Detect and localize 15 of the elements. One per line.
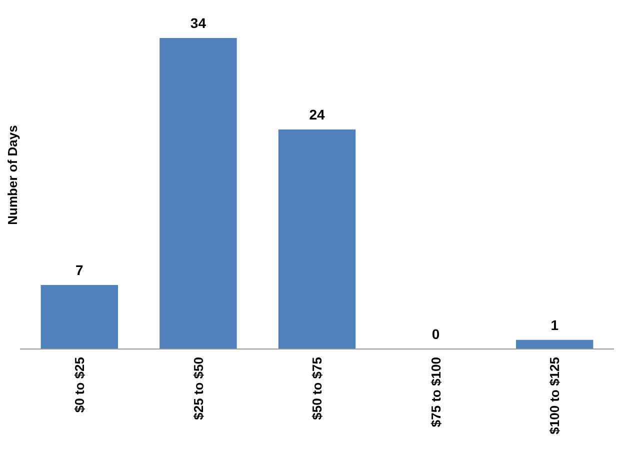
bar: [278, 129, 356, 349]
x-tick-label: $25 to $50: [190, 357, 206, 420]
x-tick-label: $100 to $125: [547, 357, 562, 434]
y-axis-title: Number of Days: [5, 125, 20, 225]
data-label: 7: [76, 262, 84, 278]
data-label: 24: [309, 106, 325, 122]
bar: [516, 340, 594, 349]
data-label: 0: [432, 326, 440, 342]
data-label: 34: [190, 15, 206, 31]
x-tick-label: $0 to $25: [72, 357, 87, 413]
x-tick-label: $75 to $100: [428, 357, 444, 428]
bar: [160, 38, 237, 349]
x-tick-label: $50 to $75: [310, 357, 325, 420]
data-label: 1: [550, 316, 559, 333]
bar: [40, 284, 118, 349]
